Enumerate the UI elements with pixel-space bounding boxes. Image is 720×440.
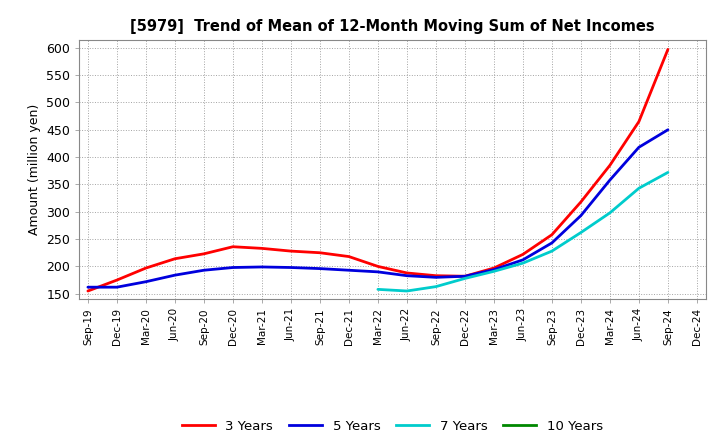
5 Years (606, 177, 614, 183)
3 Years (199, 251, 208, 257)
Legend: 3 Years, 5 Years, 7 Years, 10 Years: 3 Years, 5 Years, 7 Years, 10 Years (176, 415, 608, 438)
5 Years (287, 265, 295, 270)
5 Years (548, 240, 557, 246)
3 Years (577, 199, 585, 205)
7 Years (402, 288, 411, 293)
5 Years (171, 272, 179, 278)
3 Years (84, 288, 92, 293)
7 Years (664, 170, 672, 175)
3 Years (345, 254, 354, 259)
5 Years (258, 264, 266, 270)
Y-axis label: Amount (million yen): Amount (million yen) (27, 104, 40, 235)
Line: 7 Years: 7 Years (378, 172, 668, 291)
3 Years (315, 250, 324, 255)
5 Years (112, 285, 121, 290)
7 Years (606, 210, 614, 216)
7 Years (548, 249, 557, 254)
7 Years (577, 230, 585, 235)
7 Years (634, 186, 643, 191)
5 Years (345, 268, 354, 273)
3 Years (431, 273, 440, 279)
3 Years (228, 244, 237, 249)
5 Years (664, 127, 672, 132)
3 Years (374, 264, 382, 269)
7 Years (374, 287, 382, 292)
3 Years (287, 249, 295, 254)
5 Years (490, 267, 498, 272)
3 Years (634, 119, 643, 124)
Line: 3 Years: 3 Years (88, 49, 668, 291)
3 Years (461, 274, 469, 279)
5 Years (461, 274, 469, 279)
7 Years (490, 269, 498, 274)
7 Years (431, 284, 440, 289)
5 Years (84, 285, 92, 290)
3 Years (606, 163, 614, 168)
3 Years (490, 265, 498, 271)
5 Years (142, 279, 150, 284)
5 Years (634, 145, 643, 150)
3 Years (518, 252, 527, 257)
3 Years (112, 278, 121, 283)
3 Years (258, 246, 266, 251)
7 Years (518, 260, 527, 266)
3 Years (548, 232, 557, 237)
5 Years (374, 269, 382, 275)
Title: [5979]  Trend of Mean of 12-Month Moving Sum of Net Incomes: [5979] Trend of Mean of 12-Month Moving … (130, 19, 654, 34)
5 Years (402, 273, 411, 279)
5 Years (228, 265, 237, 270)
5 Years (518, 257, 527, 263)
5 Years (577, 213, 585, 218)
3 Years (402, 270, 411, 275)
5 Years (431, 275, 440, 280)
3 Years (171, 256, 179, 261)
5 Years (315, 266, 324, 271)
Line: 5 Years: 5 Years (88, 130, 668, 287)
3 Years (664, 47, 672, 52)
7 Years (461, 276, 469, 281)
5 Years (199, 268, 208, 273)
3 Years (142, 265, 150, 271)
